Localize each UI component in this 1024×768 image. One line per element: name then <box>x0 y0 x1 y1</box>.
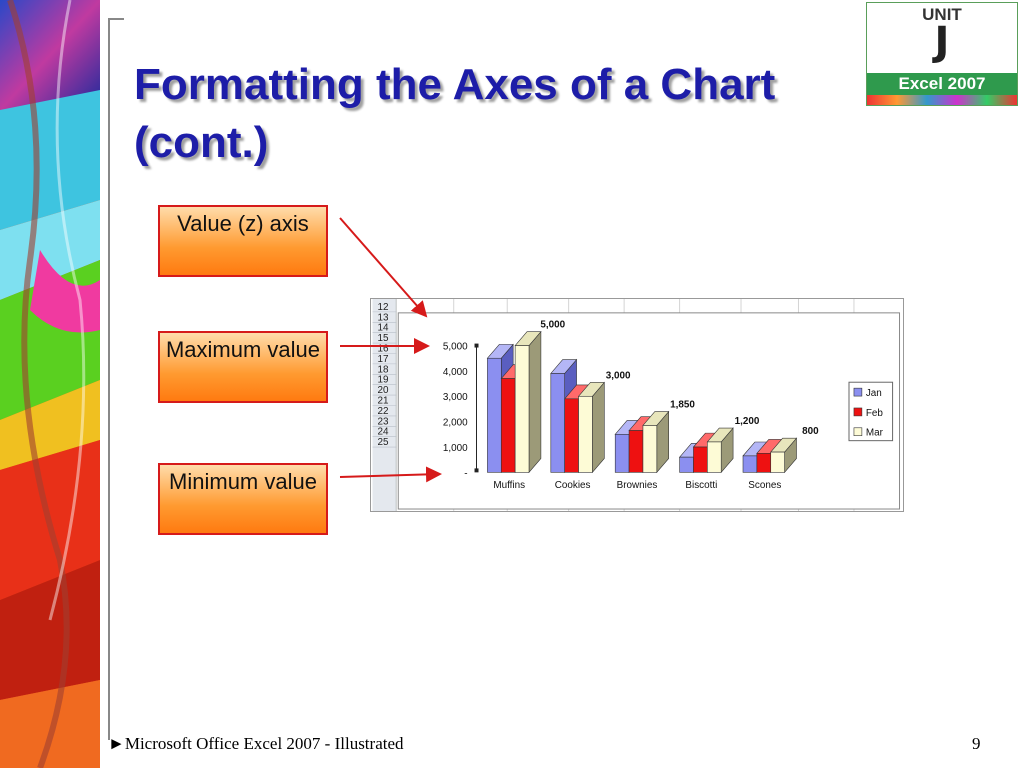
bar-side[interactable] <box>528 330 542 474</box>
bar[interactable] <box>500 378 516 473</box>
data-label: 1,200 <box>735 416 760 427</box>
unit-badge: UNIT J Excel 2007 <box>866 2 1018 106</box>
row-number[interactable]: 17 <box>377 354 388 365</box>
category-label: Muffins <box>493 480 525 491</box>
bar[interactable] <box>742 455 758 473</box>
bar[interactable] <box>578 395 593 473</box>
bar[interactable] <box>693 446 708 473</box>
axis-handle-bottom[interactable] <box>474 468 479 473</box>
row-number[interactable]: 12 <box>377 302 388 313</box>
bar[interactable] <box>770 451 785 473</box>
decorative-painting <box>0 0 100 768</box>
category-label: Biscotti <box>685 480 717 491</box>
bar[interactable] <box>707 441 722 473</box>
bar-side[interactable] <box>592 381 605 474</box>
row-number[interactable]: 15 <box>377 333 389 344</box>
row-number[interactable]: 19 <box>377 375 389 386</box>
legend-label: Jan <box>866 388 882 399</box>
bar[interactable] <box>564 398 579 473</box>
row-number[interactable]: 14 <box>377 323 389 334</box>
row-number[interactable]: 25 <box>377 437 389 448</box>
row-header-column <box>372 299 397 511</box>
bar[interactable] <box>756 453 772 473</box>
data-label: 5,000 <box>540 320 565 331</box>
legend-swatch <box>853 407 863 417</box>
slide-border-tick <box>108 18 124 20</box>
data-label: 800 <box>802 426 819 437</box>
bar[interactable] <box>514 345 530 473</box>
y-tick-label: 1,000 <box>443 443 468 454</box>
row-number[interactable]: 22 <box>377 406 388 417</box>
chart-area[interactable] <box>397 312 901 510</box>
legend-swatch <box>853 427 863 437</box>
legend-swatch <box>853 387 863 397</box>
row-number[interactable]: 16 <box>377 344 389 355</box>
unit-label: UNIT <box>922 5 962 24</box>
row-number[interactable]: 21 <box>377 396 389 407</box>
y-tick-label: - <box>464 468 467 479</box>
row-number[interactable]: 20 <box>377 385 389 396</box>
footer: ►Microsoft Office Excel 2007 - Illustrat… <box>108 734 404 754</box>
row-number[interactable]: 23 <box>377 416 389 427</box>
slide-title: Formatting the Axes of a Chart (cont.) <box>134 60 776 167</box>
bar[interactable] <box>550 373 565 473</box>
footer-marker: ► <box>108 734 125 753</box>
callout-minimum-value: Minimum value <box>158 463 328 535</box>
y-tick-label: 2,000 <box>443 418 468 429</box>
callout-maximum-value: Maximum value <box>158 331 328 403</box>
y-tick-label: 4,000 <box>443 367 468 378</box>
y-tick-label: 5,000 <box>443 342 468 353</box>
category-label: Cookies <box>555 480 591 491</box>
axis-handle-top[interactable] <box>474 343 479 348</box>
bar[interactable] <box>679 456 694 473</box>
data-label: 1,850 <box>670 400 695 411</box>
slide-border-line <box>108 18 110 740</box>
row-number[interactable]: 18 <box>377 364 389 375</box>
data-label: 3,000 <box>606 370 631 381</box>
bar[interactable] <box>642 425 658 473</box>
product-label: Excel 2007 <box>867 73 1017 95</box>
row-number[interactable]: 24 <box>377 427 389 438</box>
y-tick-label: 3,000 <box>443 392 468 403</box>
legend-label: Feb <box>866 408 884 419</box>
callout-value-axis: Value (z) axis <box>158 205 328 277</box>
bar[interactable] <box>487 357 502 473</box>
badge-color-strip <box>867 95 1017 105</box>
page-number: 9 <box>972 734 981 753</box>
legend-label: Mar <box>866 428 884 439</box>
bar[interactable] <box>628 430 644 473</box>
bar[interactable] <box>614 434 630 473</box>
category-label: Scones <box>748 480 781 491</box>
footer-text: Microsoft Office Excel 2007 - Illustrate… <box>124 734 404 753</box>
category-label: Brownies <box>617 480 658 491</box>
unit-letter: J <box>934 19 950 65</box>
row-number[interactable]: 13 <box>377 312 389 323</box>
